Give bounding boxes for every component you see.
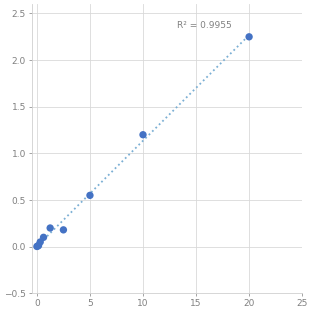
Point: [35, 243, 40, 248]
Point: [246, 34, 251, 39]
Point: [48, 226, 53, 231]
Text: R² = 0.9955: R² = 0.9955: [177, 21, 232, 30]
Point: [36, 243, 41, 248]
Point: [87, 193, 92, 198]
Point: [38, 240, 43, 245]
Point: [140, 132, 145, 137]
Point: [61, 227, 66, 232]
Point: [34, 244, 39, 249]
Point: [41, 235, 46, 240]
